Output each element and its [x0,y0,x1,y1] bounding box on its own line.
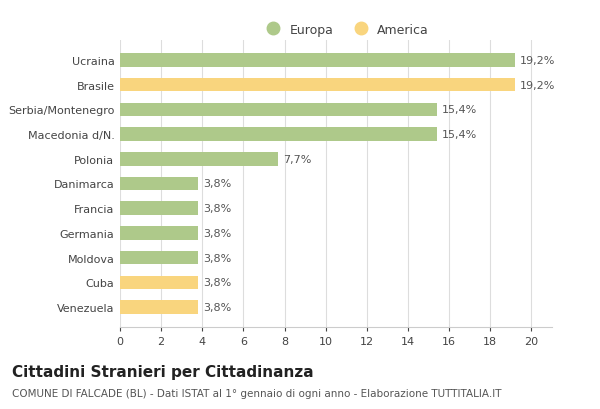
Text: 15,4%: 15,4% [442,130,477,140]
Bar [120,301,198,314]
Bar [120,251,198,265]
Text: 19,2%: 19,2% [520,56,556,66]
Bar [120,103,437,117]
Bar [120,128,437,142]
Text: 3,8%: 3,8% [203,302,232,312]
Text: Cittadini Stranieri per Cittadinanza: Cittadini Stranieri per Cittadinanza [12,364,314,379]
Bar [120,276,198,290]
Bar [120,54,515,67]
Text: 3,8%: 3,8% [203,204,232,214]
Text: 3,8%: 3,8% [203,179,232,189]
Text: 7,7%: 7,7% [284,154,312,164]
Bar [120,79,515,92]
Bar [120,153,278,166]
Text: 15,4%: 15,4% [442,105,477,115]
Text: 3,8%: 3,8% [203,228,232,238]
Bar [120,177,198,191]
Legend: Europa, America: Europa, America [256,18,434,41]
Text: 19,2%: 19,2% [520,81,556,90]
Bar [120,202,198,216]
Text: 3,8%: 3,8% [203,278,232,288]
Text: COMUNE DI FALCADE (BL) - Dati ISTAT al 1° gennaio di ogni anno - Elaborazione TU: COMUNE DI FALCADE (BL) - Dati ISTAT al 1… [12,389,502,398]
Text: 3,8%: 3,8% [203,253,232,263]
Bar [120,227,198,240]
